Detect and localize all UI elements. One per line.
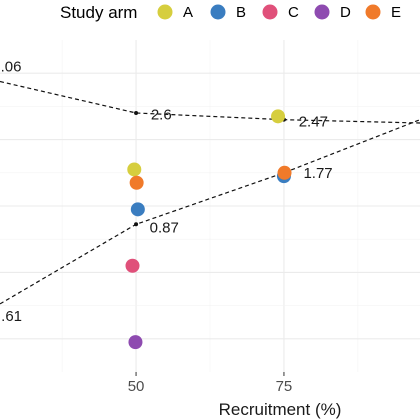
data-points xyxy=(125,109,292,350)
data-point-b xyxy=(130,202,145,217)
reference-line-1 xyxy=(0,80,420,124)
x-axis: 50 75 Recruitment (%) xyxy=(128,372,342,419)
data-point-d xyxy=(128,335,143,350)
annotation-label: 2.6 xyxy=(151,107,172,124)
data-point-c xyxy=(125,258,140,273)
x-tick-label: 75 xyxy=(276,378,293,395)
annotation-label: 2.47 xyxy=(299,113,328,130)
x-axis-title: Recruitment (%) xyxy=(219,400,342,419)
legend-entries: A B C D E xyxy=(157,4,401,21)
legend-key-a xyxy=(157,4,173,20)
legend-title: Study arm xyxy=(60,3,137,22)
reference-marker xyxy=(134,111,139,116)
legend-label-a: A xyxy=(183,4,193,21)
legend: Study arm A B C D E xyxy=(60,3,401,22)
x-tick-label: 50 xyxy=(128,378,145,395)
legend-key-b xyxy=(210,4,226,20)
annotation-label: .06 xyxy=(1,59,22,76)
legend-key-d xyxy=(314,4,330,20)
data-point-e xyxy=(277,165,292,180)
data-point-a xyxy=(271,109,286,124)
legend-label-e: E xyxy=(391,4,401,21)
gridlines xyxy=(0,40,420,372)
reference-marker xyxy=(134,222,139,227)
legend-label-d: D xyxy=(340,4,351,21)
legend-label-b: B xyxy=(236,4,246,21)
reference-line-2 xyxy=(0,119,420,305)
plot-panel: .06 2.6 2.47 1.77 0.87 .61 xyxy=(0,40,420,372)
reference-lines xyxy=(0,80,420,305)
data-point-e xyxy=(129,175,144,190)
legend-key-e xyxy=(365,4,381,20)
annotation-label: 1.77 xyxy=(303,165,332,182)
x-ticks: 50 75 xyxy=(128,372,293,395)
annotation-label: .61 xyxy=(1,308,22,325)
legend-key-c xyxy=(262,4,278,20)
legend-label-c: C xyxy=(288,4,299,21)
annotation-label: 0.87 xyxy=(150,220,179,237)
data-point-a xyxy=(127,162,142,177)
annotations: .06 2.6 2.47 1.77 0.87 .61 xyxy=(1,59,333,326)
